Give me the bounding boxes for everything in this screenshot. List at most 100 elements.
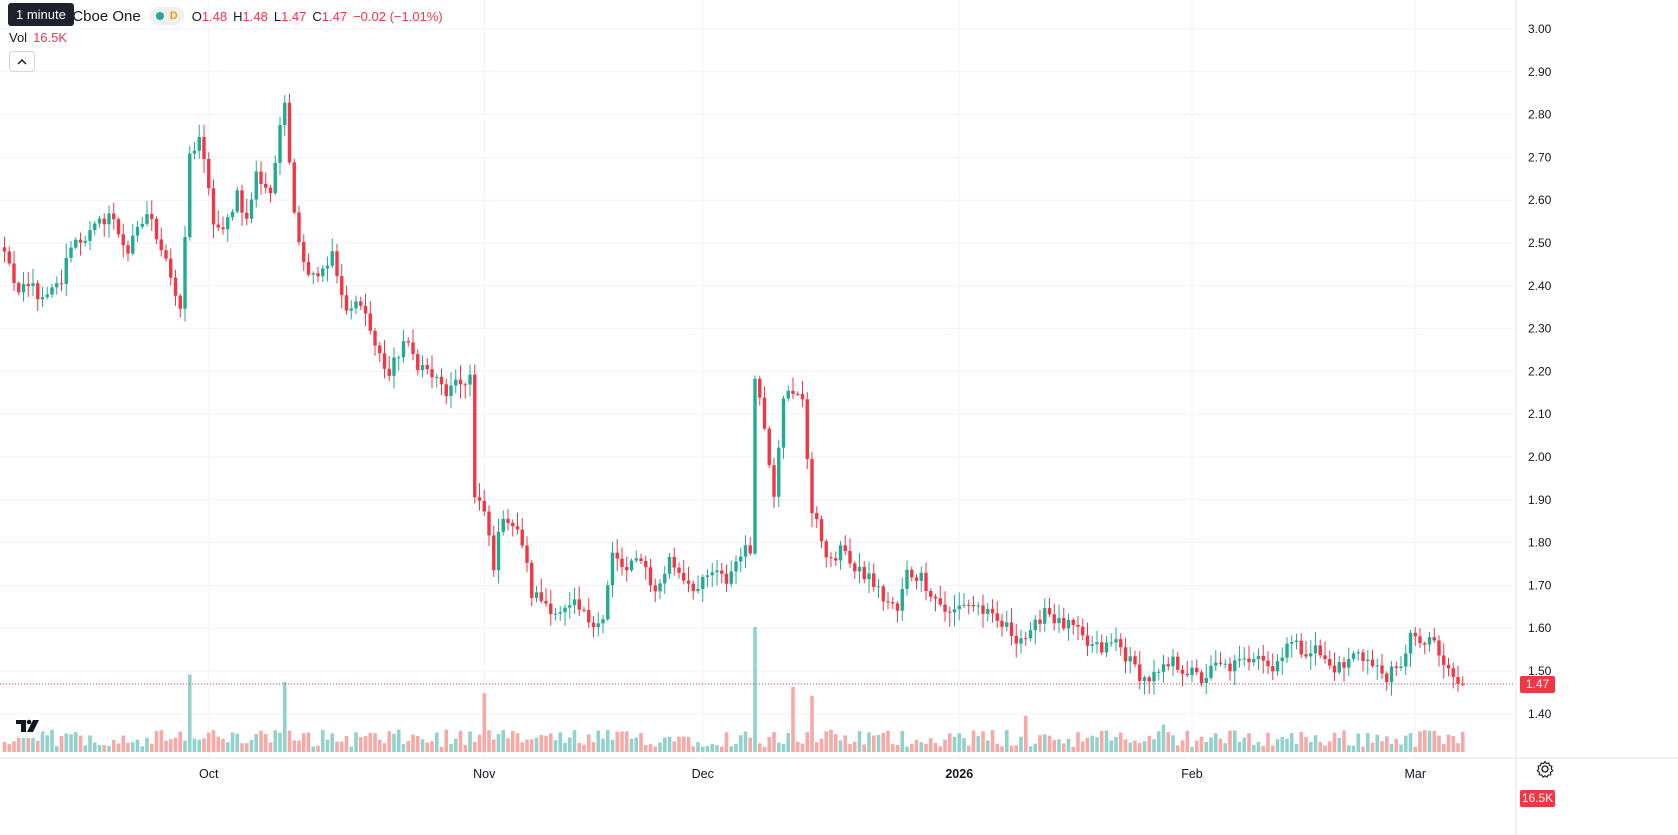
candle-body <box>625 567 629 571</box>
volume-bar <box>553 740 558 752</box>
candle-body <box>1195 667 1199 673</box>
volume-bar <box>719 746 724 752</box>
candle-body <box>734 561 738 572</box>
candle-body <box>1047 608 1052 615</box>
volume-bar <box>966 745 971 752</box>
volume-bar <box>881 732 886 752</box>
settings-icon[interactable] <box>1535 759 1555 779</box>
ohlc-high: H1.48 <box>233 8 268 24</box>
volume-bar <box>1370 742 1375 752</box>
candle-body <box>197 136 201 151</box>
price-change: −0.02 (−1.01%) <box>353 8 443 24</box>
volume-bar <box>26 732 31 752</box>
price-tick-label: 2.40 <box>1528 279 1552 293</box>
candle-body <box>515 526 520 530</box>
candle-body <box>397 357 401 359</box>
candle-body <box>696 589 700 592</box>
candle-body <box>69 247 73 258</box>
volume-bar <box>1204 742 1209 752</box>
volume-bar <box>107 746 111 752</box>
candle-body <box>838 545 843 561</box>
volume-bar <box>477 734 482 752</box>
volume-bar <box>1408 732 1413 752</box>
market-status-badge[interactable]: D <box>149 7 184 25</box>
candle-body <box>686 580 691 584</box>
candle-body <box>1351 653 1356 659</box>
candle-body <box>1323 655 1327 659</box>
candle-body <box>1337 662 1341 673</box>
volume-bar <box>748 737 753 752</box>
price-tick-label: 1.50 <box>1528 664 1552 678</box>
candle-body <box>1237 659 1242 661</box>
candle-body <box>648 567 653 586</box>
volume-bar <box>1061 743 1066 752</box>
volume-bar <box>197 739 202 752</box>
volume-bar <box>776 742 781 752</box>
candle-body <box>1256 655 1261 660</box>
candle-body <box>449 385 453 397</box>
candle-body <box>667 556 672 574</box>
candle-body <box>582 609 586 611</box>
candle-body <box>1157 671 1161 673</box>
candle-body <box>264 183 268 188</box>
volume-bar <box>852 741 857 752</box>
price-tick-label: 1.80 <box>1528 536 1552 550</box>
volume-bar <box>406 740 411 752</box>
candle-body <box>910 569 914 578</box>
time-axis[interactable]: Oct Nov Dec 2026 Feb Mar <box>0 757 1678 781</box>
volume-bar <box>1460 731 1465 752</box>
candle-body <box>88 230 92 241</box>
candle-body <box>1275 661 1280 672</box>
candle-body <box>1166 664 1170 667</box>
candle-body <box>344 295 349 311</box>
candle-body <box>1366 659 1370 662</box>
volume-bar <box>582 744 586 752</box>
candle-body <box>891 602 895 604</box>
volume-bar <box>662 737 667 752</box>
candle-body <box>1370 659 1375 666</box>
candle-body <box>924 572 928 592</box>
collapse-legend-button[interactable] <box>9 51 35 72</box>
volume-bar <box>54 746 59 752</box>
price-axis[interactable]: 3.00 2.90 2.80 2.70 2.60 2.50 2.40 2.30 2.20 2.10… <box>1515 0 1552 835</box>
volume-bar <box>534 737 539 752</box>
volume-value: 16.5K <box>33 30 68 45</box>
volume-bar <box>1028 746 1033 752</box>
volume-bar <box>1256 741 1261 752</box>
volume-bar <box>539 734 544 752</box>
volume-bar <box>211 730 216 752</box>
candle-body <box>420 365 425 371</box>
candle-body <box>240 190 244 213</box>
volume-bar <box>1000 746 1004 752</box>
candle-body <box>1418 636 1422 644</box>
candle-body <box>55 283 59 288</box>
volume-bar <box>1038 735 1042 752</box>
candle-body <box>549 603 553 615</box>
candle-body <box>12 263 16 284</box>
candle-body <box>1180 669 1185 674</box>
candle-body <box>1290 642 1294 644</box>
volume-bar <box>1361 746 1365 752</box>
candle-body <box>938 598 942 605</box>
candle-body <box>534 592 539 598</box>
candle-body <box>17 283 21 293</box>
tradingview-logo-icon[interactable] <box>13 714 43 738</box>
volume-bar <box>886 730 890 752</box>
candle-body <box>591 622 596 628</box>
volume-bar <box>382 743 387 752</box>
candle-body <box>819 519 824 542</box>
volume-bar <box>933 742 938 752</box>
candle-body <box>1294 640 1299 643</box>
volume-bar <box>430 741 434 752</box>
volume-bar <box>92 742 97 752</box>
volume-bar <box>1456 743 1460 752</box>
candle-body <box>881 586 885 602</box>
volume-bar <box>225 742 230 752</box>
volume-bar <box>339 741 344 752</box>
volume-bar <box>952 736 957 752</box>
candle-body <box>601 619 605 624</box>
volume-bar <box>164 740 168 752</box>
candle-body <box>967 604 971 606</box>
candle-body <box>1285 643 1289 658</box>
